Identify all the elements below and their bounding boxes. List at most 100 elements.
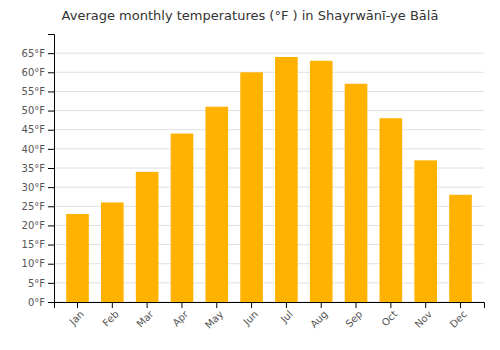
y-tick: 35°F [22,163,54,174]
bar [414,160,437,302]
x-tick-label: Feb [100,308,120,328]
plot-area: 0°F 5°F 10°F 15°F 20°F 25°F 30°F 35°F 40°F 45°F 50… [22,35,485,331]
x-tick-label: Jun [241,308,261,328]
y-tick-label: 35°F [22,163,46,174]
y-tick: 55°F [22,86,54,97]
x-tick: May [203,302,225,331]
chart-container: Average monthly temperatures (°F ) in Sh… [0,0,500,350]
grid-line [54,91,484,92]
bar [380,118,403,302]
y-tick-label: 65°F [22,48,46,59]
y-tick-label: 10°F [22,258,46,269]
y-tick: 50°F [22,105,54,116]
y-tick: 30°F [22,182,54,193]
y-tick-label: 55°F [22,86,46,97]
bar [275,57,298,302]
y-tick: 10°F [22,258,54,269]
y-tick: 60°F [22,67,54,78]
x-tick-mark [112,302,113,308]
grid-line [54,148,484,149]
bar [345,84,368,302]
x-tick-label: May [203,308,225,330]
x-tick: Sep [343,302,364,329]
y-tick-mark [48,168,54,169]
x-tick: Apr [170,302,191,328]
grid-line [54,53,484,54]
y-tick: 15°F [22,239,54,250]
y-tick-mark [48,264,54,265]
y-tick-mark [48,130,54,131]
chart-title: Average monthly temperatures (°F ) in Sh… [62,8,439,23]
x-tick-mark [356,302,357,308]
y-tick-mark [48,187,54,188]
x-tick-label: Sep [343,308,364,329]
y-tick-label: 0°F [28,297,45,308]
x-tick-label: Apr [170,308,191,329]
x-tick: Jan [67,302,86,328]
y-tick: 0°F [28,297,54,308]
x-axis-line [55,303,485,309]
bar [310,61,333,302]
x-tick-mark [251,302,252,308]
bar [449,195,472,302]
x-tick: Mar [134,302,156,329]
x-tick: Dec [448,302,469,330]
x-tick-label: Jul [278,308,295,325]
x-tick-mark [390,302,391,308]
grid [54,53,484,302]
x-tick-mark [321,302,322,308]
x-tick-label: Mar [134,308,156,330]
chart-svg: Average monthly temperatures (°F ) in Sh… [0,0,500,350]
x-tick-mark [425,302,426,308]
x-tick-mark [181,302,182,308]
y-tick-mark [48,206,54,207]
bar [101,202,124,302]
y-tick: 20°F [22,220,54,231]
x-tick: Feb [100,302,120,329]
x-tick: Jun [241,302,261,328]
bars [66,57,472,302]
x-tick-mark [147,302,148,308]
y-tick-mark [48,302,54,303]
grid-line [54,72,484,73]
y-tick-mark [48,111,54,112]
x-tick-label: Jan [67,308,86,327]
y-tick-mark [48,91,54,92]
x-tick: Aug [308,302,330,330]
y-tick-label: 15°F [22,239,46,250]
y-tick: 25°F [22,201,54,212]
grid-line [54,129,484,130]
grid-line [54,110,484,111]
bar [240,72,263,302]
y-tick-label: 60°F [22,67,46,78]
y-tick: 65°F [22,48,54,59]
y-tick-mark [48,149,54,150]
x-tick-label: Oct [379,308,399,328]
x-tick-mark [216,302,217,308]
x-tick-label: Dec [448,308,469,329]
y-tick-mark [48,72,54,73]
y-axis: 0°F 5°F 10°F 15°F 20°F 25°F 30°F 35°F 40°F 45°F 50… [22,35,55,308]
bar [66,214,89,302]
y-tick-label: 30°F [22,182,46,193]
bar [136,172,159,302]
x-tick: Oct [379,302,399,328]
y-tick-label: 45°F [22,124,46,135]
y-tick: 5°F [28,278,54,289]
x-tick-mark [460,302,461,308]
y-tick-label: 50°F [22,105,46,116]
x-tick-mark [77,302,78,308]
x-tick-label: Nov [413,308,435,330]
y-tick-mark [48,225,54,226]
x-tick: Jul [278,302,295,325]
y-tick-mark [48,53,54,54]
y-tick: 45°F [22,124,54,135]
bar [205,107,228,302]
y-tick-mark [48,245,54,246]
bar [171,134,194,302]
x-tick-mark [286,302,287,308]
y-axis-line [48,35,55,303]
x-axis: Jan Feb Mar Apr May Jun Jul Aug Sep Oct Nov Dec [55,302,485,331]
y-tick-label: 5°F [28,278,45,289]
y-tick: 40°F [22,144,54,155]
